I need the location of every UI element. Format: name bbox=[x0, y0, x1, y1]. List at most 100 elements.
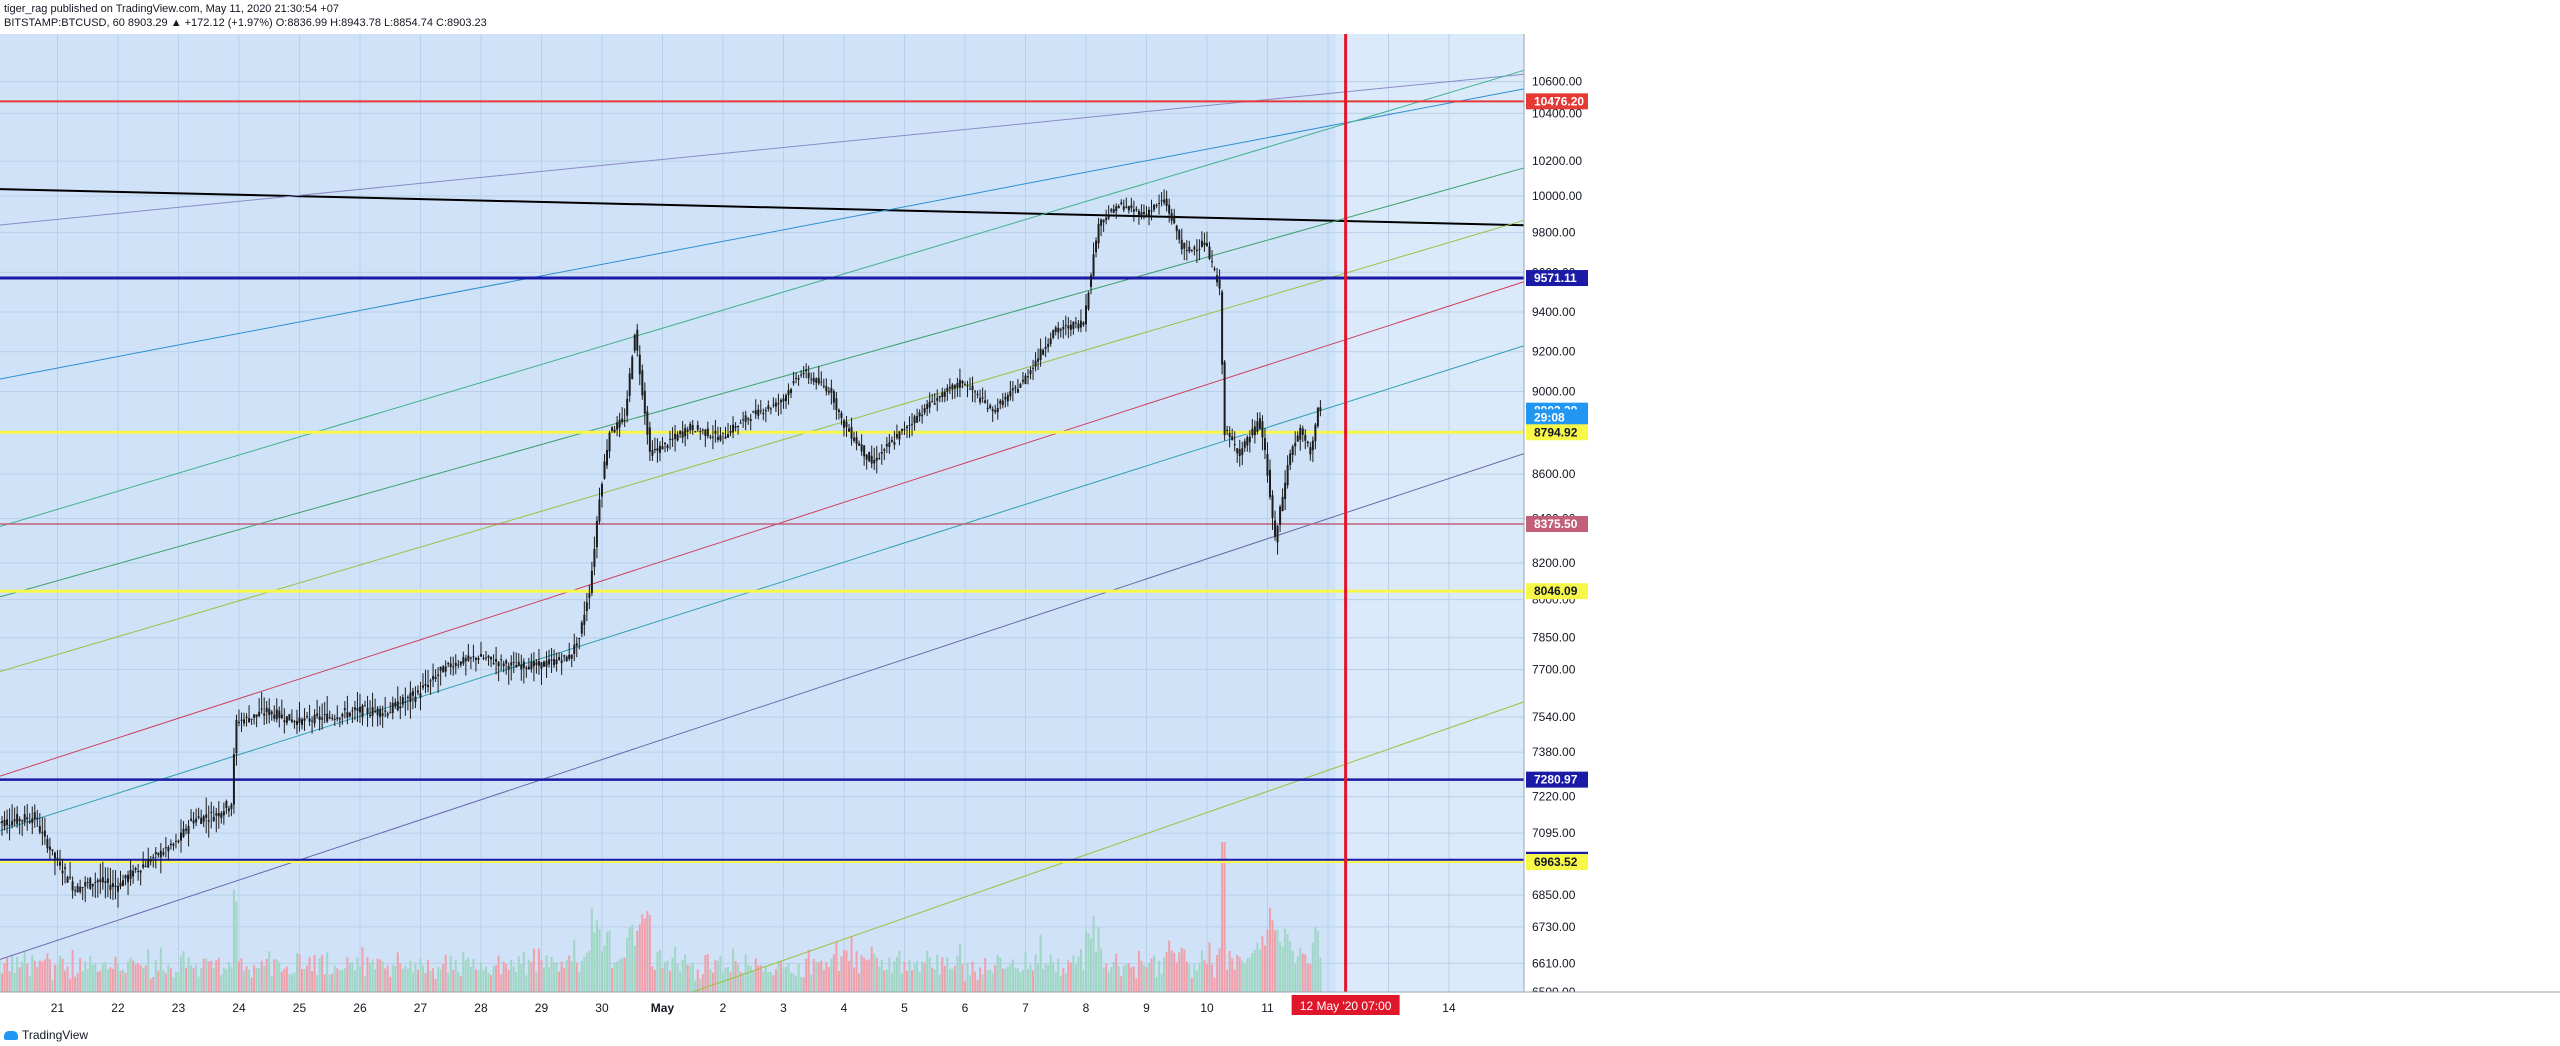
candle-body bbox=[1203, 242, 1206, 246]
volume-bar bbox=[1090, 938, 1093, 992]
candle-body bbox=[300, 719, 303, 726]
volume-bar bbox=[701, 974, 704, 992]
candle-body bbox=[38, 826, 41, 833]
candle-body bbox=[790, 389, 793, 394]
candle-body bbox=[563, 655, 566, 657]
candle-body bbox=[931, 400, 934, 402]
tradingview-brand[interactable]: TradingView bbox=[4, 1028, 88, 1042]
candle-body bbox=[759, 410, 762, 412]
candle-body bbox=[651, 450, 654, 456]
candle-body bbox=[122, 880, 125, 886]
price-chart[interactable]: 10600.00 10400.00 10200.00 10000.00 9800.00 9… bbox=[0, 34, 2560, 1024]
candle-body bbox=[515, 665, 518, 668]
volume-bar bbox=[419, 958, 422, 992]
candle-body bbox=[860, 444, 863, 452]
candle-body bbox=[628, 373, 631, 396]
candle-body bbox=[590, 570, 593, 594]
candle-body bbox=[1301, 428, 1304, 435]
candle-body bbox=[784, 395, 787, 401]
candle-body bbox=[739, 422, 742, 424]
candle-body bbox=[333, 718, 336, 720]
candle-body bbox=[1153, 204, 1156, 210]
candle-body bbox=[752, 411, 755, 413]
volume-bar bbox=[764, 965, 767, 992]
volume-bar bbox=[1032, 970, 1035, 992]
price-tick-label: 10600.00 bbox=[1532, 75, 1582, 89]
time-axis[interactable] bbox=[0, 992, 2560, 1024]
candle-body bbox=[399, 706, 402, 709]
volume-bar bbox=[270, 975, 273, 992]
candle-body bbox=[449, 663, 452, 668]
candle-body bbox=[611, 427, 614, 431]
candle-body bbox=[111, 883, 114, 887]
candle-body bbox=[129, 869, 132, 879]
volume-bar bbox=[56, 965, 59, 992]
volume-bar bbox=[905, 970, 908, 992]
volume-bar bbox=[134, 964, 137, 992]
volume-bar bbox=[1314, 927, 1317, 992]
candle-body bbox=[1107, 215, 1110, 219]
candle-body bbox=[137, 870, 140, 872]
volume-bar bbox=[757, 965, 760, 992]
candle-body bbox=[958, 379, 961, 388]
volume-bar bbox=[111, 968, 114, 992]
candle-body bbox=[1079, 320, 1082, 328]
candle-body bbox=[868, 452, 871, 462]
candle-body bbox=[1309, 447, 1312, 455]
candle-body bbox=[1142, 211, 1145, 215]
volume-bar bbox=[8, 971, 11, 992]
candle-body bbox=[497, 662, 500, 667]
volume-bar bbox=[217, 957, 220, 992]
volume-bar bbox=[495, 965, 498, 992]
volume-bar bbox=[1228, 950, 1231, 992]
candle-body bbox=[709, 436, 712, 438]
candle-body bbox=[1223, 361, 1226, 435]
volume-bar bbox=[1218, 948, 1221, 992]
volume-bar bbox=[232, 889, 235, 992]
volume-bar bbox=[782, 967, 785, 992]
volume-bar bbox=[210, 960, 213, 992]
price-axis[interactable] bbox=[1524, 34, 2560, 992]
volume-bar bbox=[810, 974, 813, 992]
candle-body bbox=[172, 843, 175, 846]
candle-body bbox=[1034, 360, 1037, 367]
volume-bar bbox=[606, 931, 609, 992]
volume-bar bbox=[139, 965, 142, 992]
volume-bar bbox=[711, 972, 714, 992]
volume-bar bbox=[424, 973, 427, 992]
candle-body bbox=[364, 705, 367, 707]
volume-bar bbox=[595, 920, 598, 992]
candle-body bbox=[641, 370, 644, 396]
candle-body bbox=[313, 714, 316, 724]
candle-body bbox=[444, 666, 447, 672]
candle-body bbox=[1069, 324, 1072, 330]
candle-body bbox=[595, 521, 598, 548]
volume-bar bbox=[356, 957, 359, 992]
volume-bar bbox=[391, 964, 394, 992]
volume-bar bbox=[815, 961, 818, 992]
price-axis-labels: 10476.209571.118903.2929:088794.928375.5… bbox=[1526, 93, 1588, 871]
volume-bar bbox=[187, 957, 190, 992]
candle-body bbox=[1170, 213, 1173, 221]
time-tick-label: 6 bbox=[962, 1001, 969, 1015]
volume-bar bbox=[611, 968, 614, 992]
volume-bar bbox=[285, 966, 288, 992]
volume-bar bbox=[472, 959, 475, 992]
time-tick-label: 10 bbox=[1200, 1001, 1214, 1015]
volume-bar bbox=[353, 970, 356, 992]
plot-area[interactable] bbox=[0, 34, 1524, 992]
candle-body bbox=[13, 819, 16, 822]
candle-body bbox=[268, 708, 271, 716]
volume-bar bbox=[1236, 955, 1239, 992]
volume-bar bbox=[89, 955, 92, 992]
candle-body bbox=[747, 418, 750, 420]
price-tick-label: 6730.00 bbox=[1532, 920, 1576, 934]
time-tick-label: 30 bbox=[595, 1001, 609, 1015]
volume-bar bbox=[520, 964, 523, 992]
candle-body bbox=[1044, 346, 1047, 349]
candle-body bbox=[527, 666, 530, 670]
volume-bar bbox=[1168, 940, 1171, 992]
volume-bar bbox=[522, 952, 525, 992]
candle-body bbox=[832, 391, 835, 403]
trendline bbox=[0, 345, 1525, 832]
